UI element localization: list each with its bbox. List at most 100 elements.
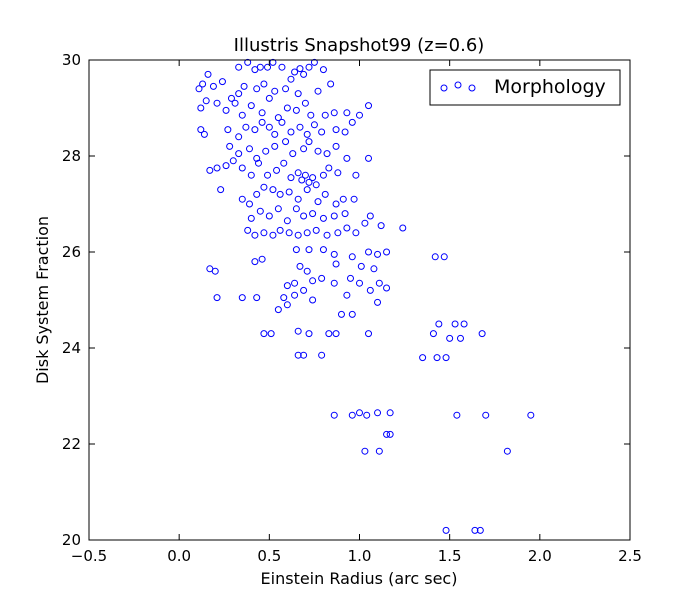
data-point (305, 63, 313, 71)
data-point (282, 138, 290, 146)
data-point (451, 320, 459, 328)
data-point (356, 409, 363, 417)
x-tick-label: 0.0 (167, 547, 191, 565)
data-point (269, 186, 277, 194)
data-point (383, 284, 391, 292)
data-point (446, 334, 454, 342)
data-point (197, 104, 205, 112)
data-point (240, 82, 248, 90)
data-point (309, 174, 317, 182)
data-point (274, 306, 282, 314)
data-point (339, 195, 347, 203)
data-point (202, 97, 210, 105)
data-point (235, 90, 243, 98)
data-point (269, 231, 277, 239)
data-point (195, 85, 203, 93)
data-point (330, 109, 338, 117)
data-point (276, 226, 284, 234)
data-point (296, 123, 304, 131)
plot-background (89, 60, 630, 540)
data-point (478, 330, 486, 338)
data-point (431, 253, 439, 261)
data-point (300, 286, 308, 294)
legend-marker (454, 81, 462, 89)
data-point (260, 229, 268, 237)
data-point (251, 258, 259, 266)
data-point (527, 411, 535, 419)
chart-title: Illustris Snapshot99 (z=0.6) (234, 35, 485, 56)
data-point (213, 99, 221, 107)
data-point (271, 142, 279, 150)
data-point (247, 171, 255, 179)
data-point (265, 123, 273, 131)
data-point (244, 226, 252, 234)
data-point (433, 354, 441, 362)
data-point (303, 130, 311, 138)
data-point (314, 147, 322, 155)
data-point (292, 246, 300, 254)
data-point (330, 212, 338, 220)
data-point (287, 75, 295, 83)
data-point (260, 80, 268, 88)
data-point (365, 330, 373, 338)
data-point (292, 106, 300, 114)
data-point (271, 130, 279, 138)
data-point (247, 102, 255, 110)
data-point (291, 291, 299, 299)
data-point (310, 121, 318, 129)
data-point (356, 279, 363, 287)
data-point (305, 330, 313, 338)
data-point (278, 118, 286, 126)
data-point (256, 207, 264, 215)
legend-marker (468, 84, 476, 92)
data-point (285, 188, 293, 196)
data-point (374, 250, 382, 258)
data-point (258, 109, 266, 117)
data-point (244, 58, 252, 66)
data-point (287, 174, 295, 182)
data-point (265, 212, 273, 220)
data-point (476, 526, 484, 534)
data-point (334, 169, 342, 177)
data-point (260, 330, 268, 338)
data-point (258, 255, 266, 263)
data-point (262, 147, 270, 155)
data-point (298, 176, 306, 184)
data-point (229, 157, 237, 165)
data-point (211, 267, 219, 275)
data-point (294, 90, 302, 98)
legend-box (429, 69, 621, 106)
data-point (366, 286, 374, 294)
data-point (348, 118, 356, 126)
data-point (365, 248, 373, 256)
data-point (323, 150, 331, 158)
data-point (325, 164, 333, 172)
y-tick-label: 24 (62, 339, 81, 357)
data-point (399, 224, 407, 232)
data-point (343, 154, 351, 162)
data-point (300, 70, 308, 78)
data-point (238, 294, 246, 302)
data-point (204, 70, 212, 78)
data-point (291, 68, 299, 76)
data-point (356, 111, 363, 119)
data-point (305, 246, 313, 254)
data-point (312, 181, 320, 189)
data-point (318, 351, 326, 359)
data-point (327, 80, 335, 88)
data-point (300, 212, 308, 220)
data-point (375, 279, 383, 287)
data-point (235, 133, 243, 141)
data-point (365, 102, 373, 110)
y-tick-label: 20 (62, 531, 81, 549)
data-point (280, 294, 288, 302)
data-point (337, 310, 345, 318)
data-point (200, 130, 208, 138)
data-point (217, 186, 225, 194)
data-point (305, 178, 313, 186)
data-point (264, 171, 272, 179)
data-point (296, 262, 304, 270)
data-point (274, 205, 282, 213)
data-point (300, 351, 308, 359)
